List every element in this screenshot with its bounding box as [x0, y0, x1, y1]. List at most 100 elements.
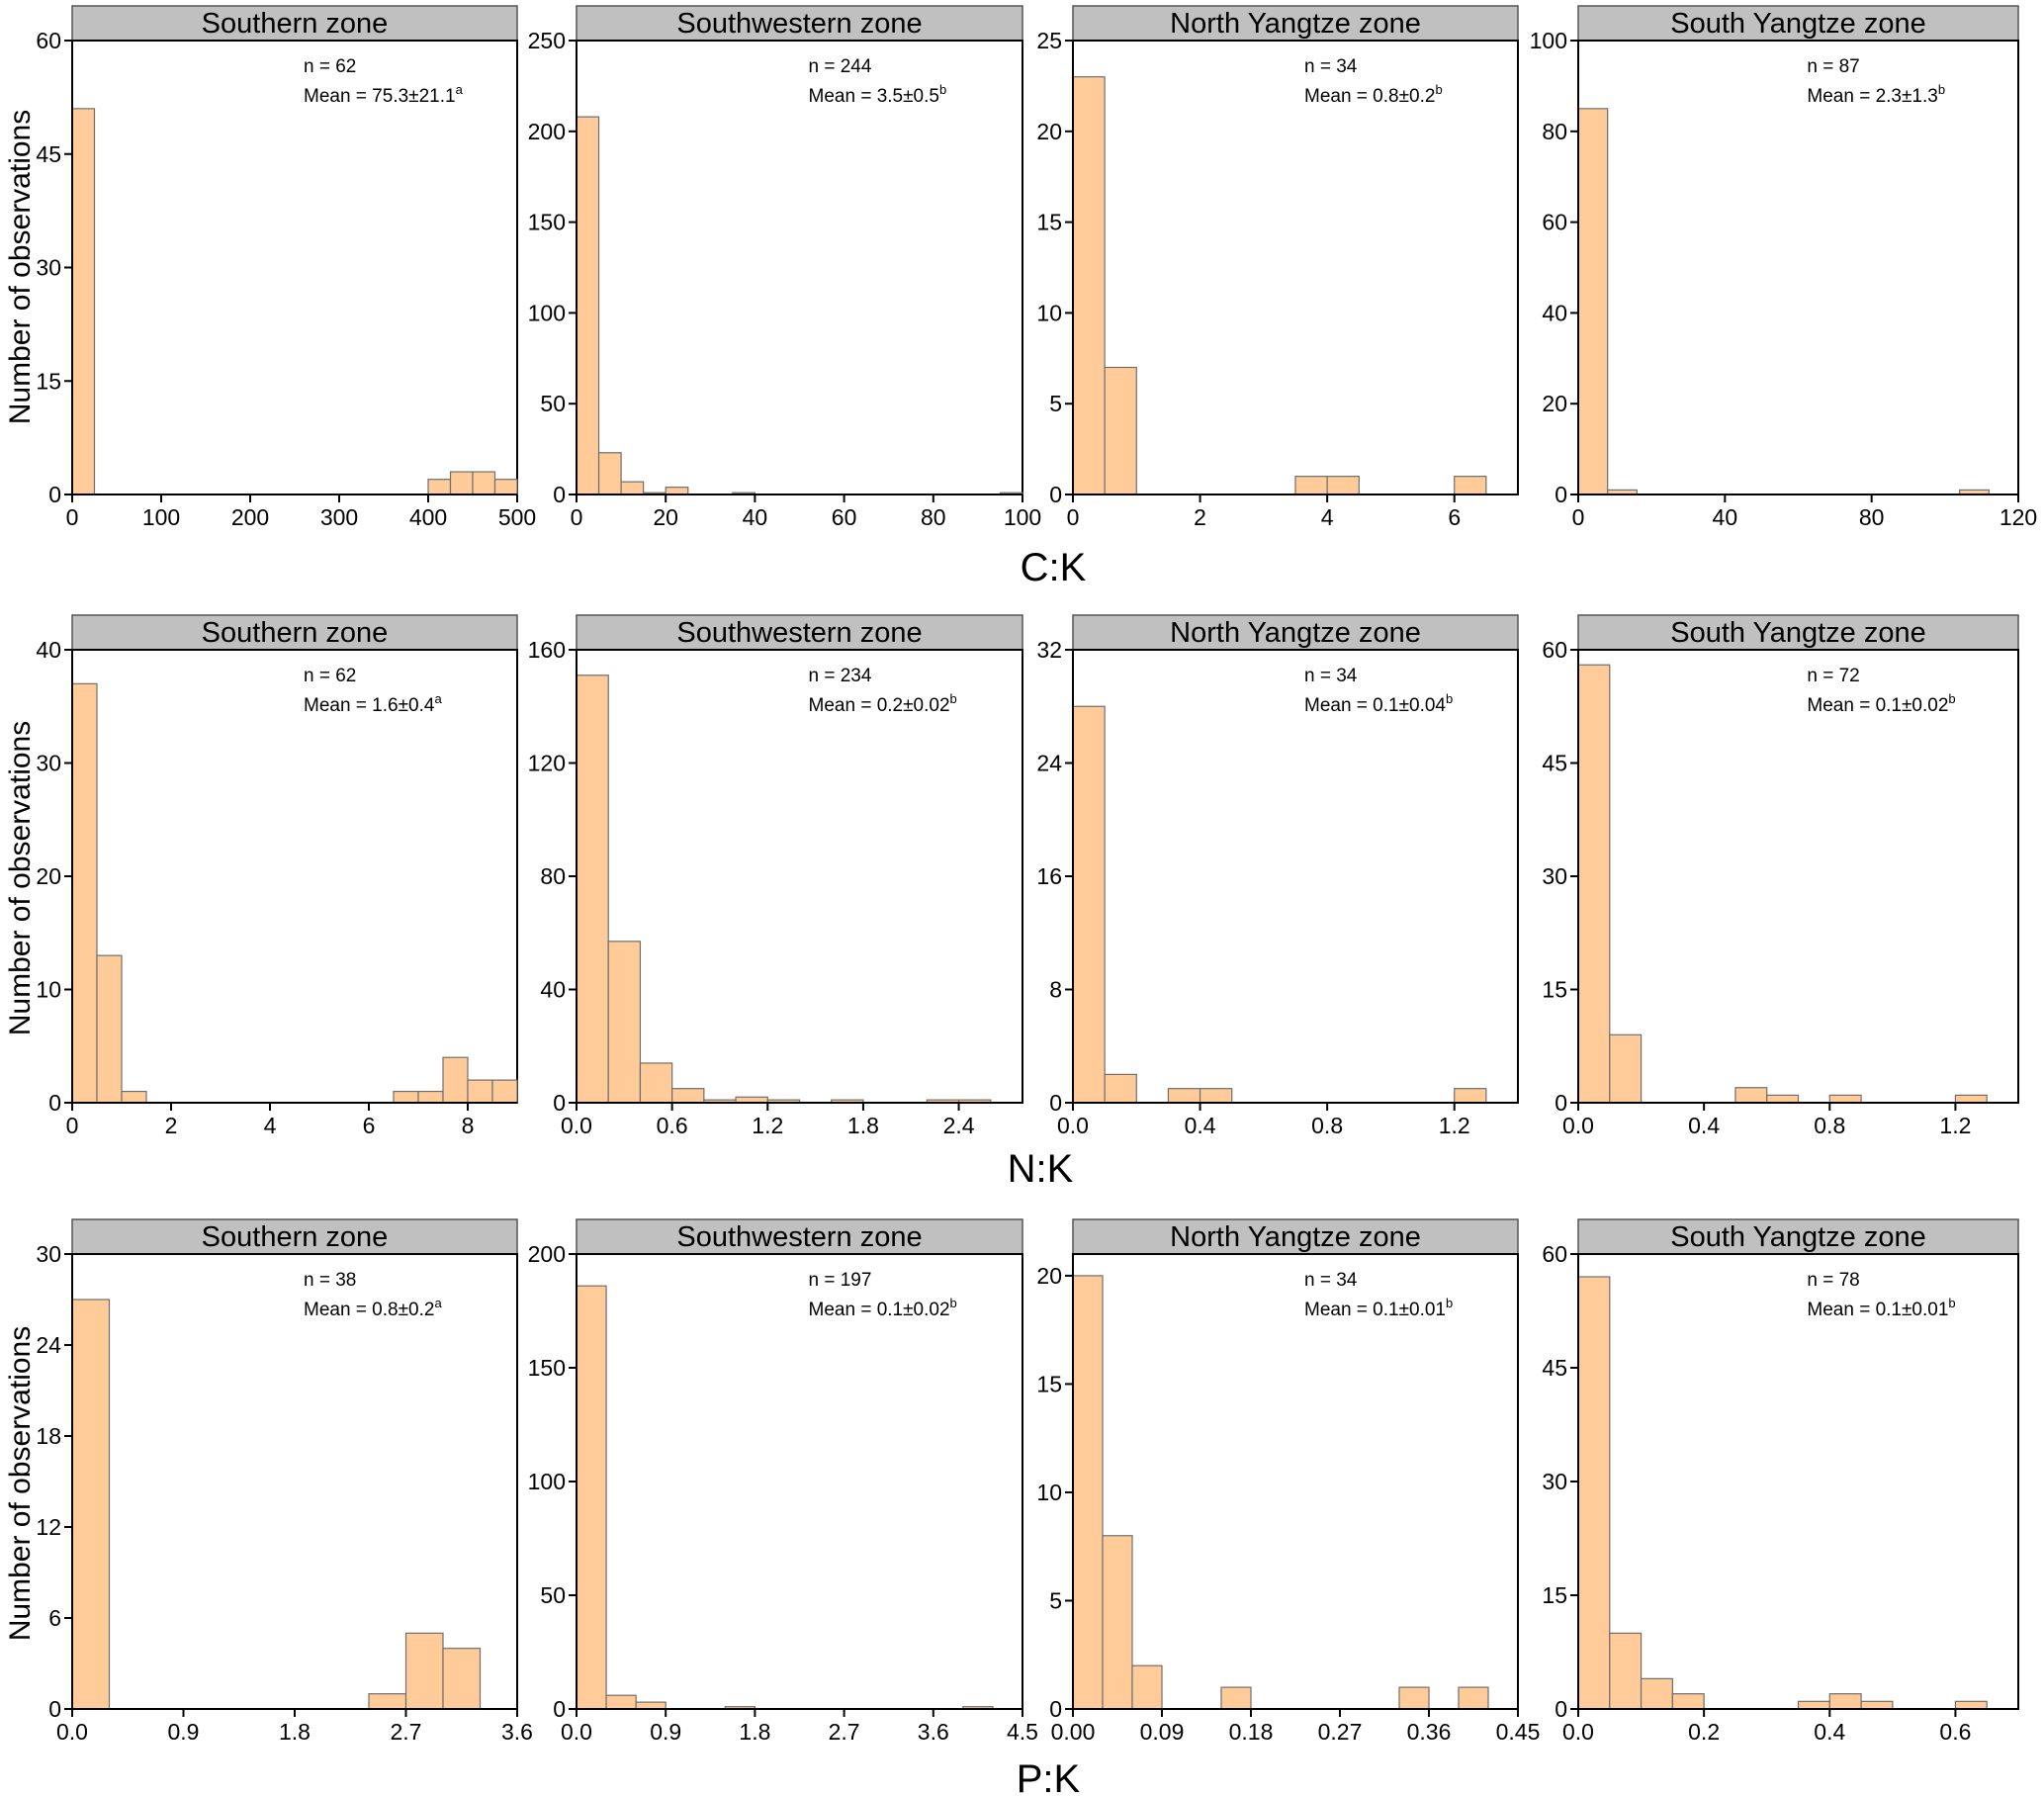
x-tick-label: 1.2 [1439, 1113, 1470, 1138]
significance-letter: b [950, 691, 957, 706]
histogram-bar [1072, 705, 1106, 1104]
x-tick-label: 3.6 [501, 1719, 533, 1745]
x-tick-label: 4 [264, 1113, 277, 1138]
y-tick-label: 24 [36, 1332, 61, 1358]
histogram-bar [96, 954, 123, 1104]
histogram-bar [1072, 76, 1106, 495]
y-axis-label-row-1: Number of observations [4, 110, 37, 425]
panel-header [71, 5, 518, 42]
histogram-panel: South Yangtze zone 0.0 0.2 0.4 0.6 0 15 30 45 60 n… [1542, 1218, 2019, 1745]
x-tick-label: 500 [498, 504, 536, 530]
significance-letter: a [434, 691, 442, 706]
panel-title: Southern zone [202, 8, 389, 40]
histogram-bar [442, 1648, 482, 1710]
significance-letter: b [1446, 1296, 1453, 1310]
significance-letter: b [939, 82, 946, 97]
x-tick-label: 60 [832, 504, 857, 530]
y-tick-label: 40 [1542, 300, 1567, 325]
histogram-panel: Southwestern zone 0.0 0.6 1.2 1.8 2.4 0 40 80 120… [528, 614, 1023, 1138]
x-tick-label: 100 [142, 504, 180, 530]
significance-letter: b [950, 1296, 957, 1310]
histogram-bar [1454, 1088, 1487, 1104]
plot-area [71, 40, 518, 495]
x-tick-label: 8 [462, 1113, 475, 1138]
significance-letter: b [1446, 691, 1453, 706]
histogram-bar [1131, 1664, 1163, 1710]
x-tick-label: 6 [1448, 504, 1461, 530]
histogram-bar [671, 1088, 705, 1104]
x-tick-label: 0.0 [1562, 1719, 1594, 1745]
y-tick-label: 60 [1542, 210, 1567, 235]
mean-value: Mean = 0.1±0.02 [1807, 695, 1948, 716]
histogram-bar [1104, 1073, 1137, 1104]
mean-value: Mean = 0.1±0.02 [809, 1300, 950, 1320]
histogram-bar [467, 1079, 493, 1104]
panel-title: Southwestern zone [676, 617, 922, 649]
x-tick-label: 0.2 [1688, 1719, 1720, 1745]
histogram-panel: North Yangtze zone 0.0 0.4 0.8 1.2 0 8 16 24 32 n … [1036, 614, 1519, 1138]
panel-header [71, 1218, 518, 1255]
y-tick-label: 5 [1049, 1587, 1062, 1613]
plot-area [576, 40, 1023, 495]
histogram-bar [1860, 1700, 1894, 1710]
x-tick-label: 0.8 [1814, 1113, 1845, 1138]
sample-size-label: n = 38 [304, 1270, 356, 1291]
x-tick-label: 20 [653, 504, 678, 530]
y-tick-label: 0 [553, 482, 566, 507]
histogram-bar [1828, 1693, 1862, 1710]
x-tick-label: 0 [66, 504, 79, 530]
y-tick-label: 0 [1555, 1090, 1567, 1116]
mean-value: Mean = 0.8±0.2 [304, 1300, 434, 1320]
panel-title: South Yangtze zone [1670, 1221, 1926, 1253]
x-tick-label: 2.7 [829, 1719, 860, 1745]
histogram-bar [576, 674, 609, 1104]
histogram-bar [597, 452, 622, 495]
histogram-bar [1609, 1632, 1643, 1710]
histogram-bar [121, 1090, 147, 1104]
y-tick-label: 25 [1036, 28, 1062, 53]
y-tick-label: 15 [1036, 1371, 1062, 1396]
x-tick-label: 4.5 [1007, 1719, 1038, 1745]
sample-size-label: n = 234 [809, 666, 872, 686]
plot-area [1577, 1253, 2019, 1710]
mean-value: Mean = 3.5±0.5 [809, 86, 939, 107]
y-tick-label: 150 [528, 1355, 566, 1381]
y-tick-label: 60 [1542, 637, 1567, 663]
mean-label: Mean = 0.2±0.02b [809, 691, 957, 716]
histogram-bar [1220, 1686, 1252, 1710]
x-tick-label: 0.8 [1311, 1113, 1343, 1138]
histogram-bar [1577, 108, 1609, 495]
significance-letter: a [456, 82, 464, 97]
histogram-bar [1577, 664, 1611, 1104]
y-tick-label: 12 [36, 1514, 61, 1540]
plot-area [1072, 1253, 1519, 1710]
x-tick-label: 0.6 [1939, 1719, 1971, 1745]
x-tick-label: 0.36 [1407, 1719, 1452, 1745]
y-tick-label: 10 [1036, 300, 1062, 325]
x-tick-label: 0.0 [561, 1113, 592, 1138]
histogram-bar [1577, 1276, 1611, 1710]
panel-title: North Yangtze zone [1170, 1221, 1421, 1253]
x-tick-label: 1.2 [1939, 1113, 1971, 1138]
panel-header [576, 614, 1023, 651]
x-tick-label: 2 [1194, 504, 1206, 530]
x-tick-label: 400 [409, 504, 447, 530]
panel-title: Southwestern zone [676, 1221, 922, 1253]
y-tick-label: 50 [540, 391, 566, 416]
sample-size-label: n = 62 [304, 56, 356, 77]
sample-size-label: n = 72 [1807, 666, 1859, 686]
x-tick-label: 6 [363, 1113, 376, 1138]
x-tick-label: 3.6 [918, 1719, 949, 1745]
panel-header [71, 614, 518, 651]
histogram-bar [1954, 1094, 1988, 1104]
y-tick-label: 150 [528, 210, 566, 235]
y-tick-label: 0 [48, 1090, 61, 1116]
panel-title: Southwestern zone [676, 8, 922, 40]
sample-size-label: n = 34 [1304, 666, 1358, 686]
plot-area [1072, 40, 1519, 495]
x-tick-label: 200 [231, 504, 269, 530]
x-tick-label: 0 [1067, 504, 1080, 530]
histogram-bar [417, 1090, 444, 1104]
y-tick-label: 30 [36, 751, 61, 776]
x-tick-label: 120 [2000, 504, 2037, 530]
